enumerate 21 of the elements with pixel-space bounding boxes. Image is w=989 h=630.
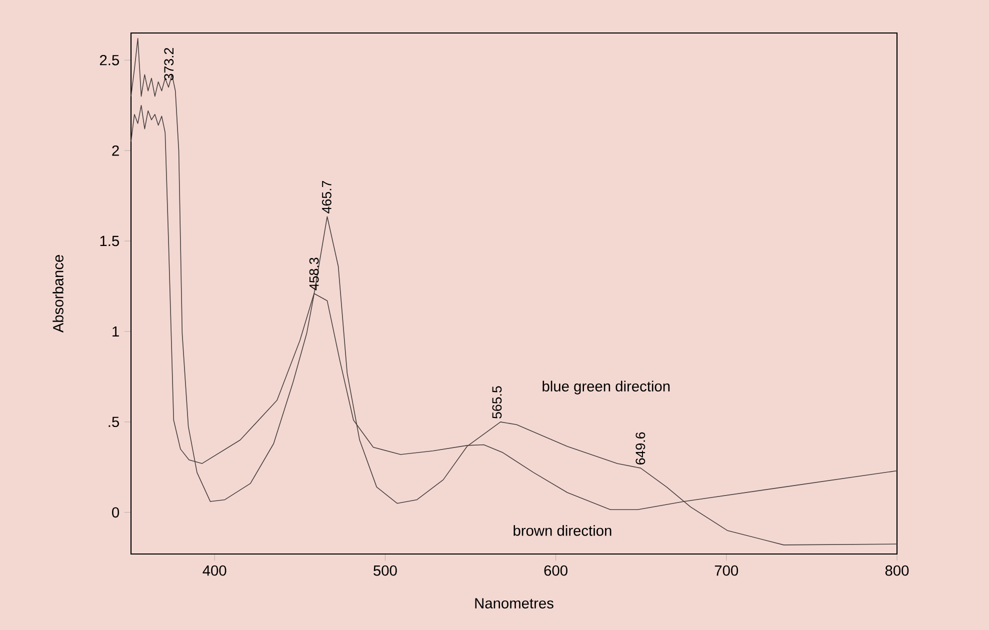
x-tick-label: 800 [885,565,909,576]
y-axis-title: Absorbance [52,255,64,333]
x-tick-label: 400 [202,565,226,576]
y-tick-label: 2.5 [100,54,119,66]
line-series [130,38,898,546]
annotation: 373.2 [164,48,174,80]
annotation: 565.5 [492,386,502,418]
x-tick-label: 500 [374,565,397,576]
annotation: 649.6 [636,432,646,464]
y-tick-label: 1 [112,326,119,337]
y-tick-label: 1.5 [100,236,119,246]
x-axis-title: Nanometres [475,598,554,608]
y-tick-label: 0 [112,507,120,518]
y-tick-label: 2 [112,145,119,156]
series-label: brown direction [514,525,612,536]
x-tick-label: 600 [544,565,568,576]
annotation: 465.7 [322,180,332,214]
x-tick-label: 700 [714,565,738,576]
annotation: 458.3 [309,258,319,290]
y-tick-label: .5 [108,416,119,428]
text: blue green direction [542,380,670,394]
